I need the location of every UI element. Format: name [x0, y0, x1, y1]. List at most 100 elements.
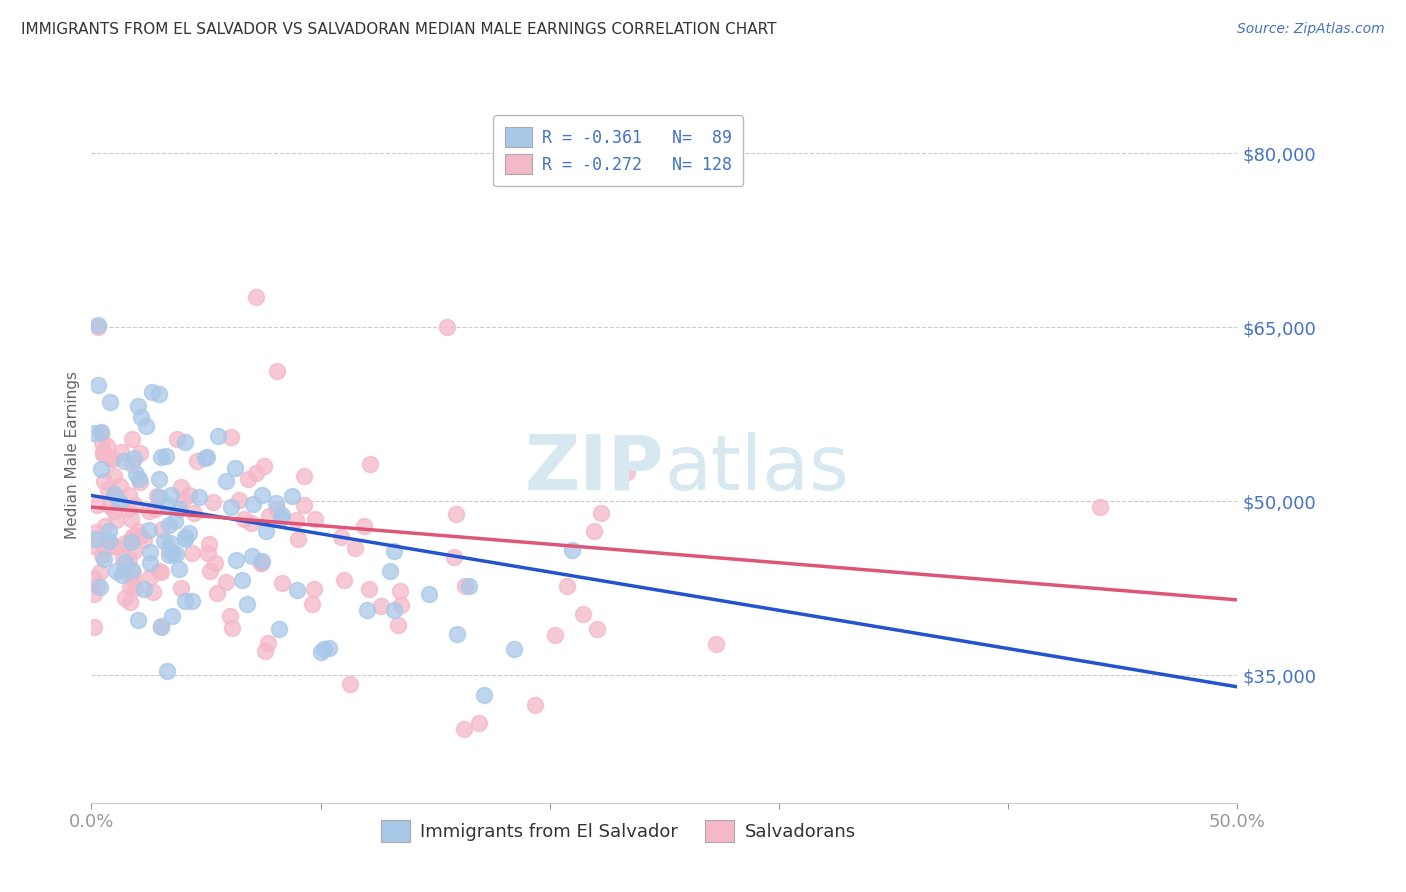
Point	[110, 445, 132, 459]
Point	[93, 552, 115, 566]
Point	[111, 568, 134, 582]
Point	[129, 529, 152, 543]
Point	[166, 547, 188, 561]
Point	[250, 554, 273, 568]
Point	[139, 556, 162, 570]
Point	[177, 488, 200, 502]
Point	[138, 523, 160, 537]
Point	[160, 609, 183, 624]
Point	[128, 475, 150, 489]
Point	[83, 620, 105, 634]
Point	[83, 571, 105, 585]
Point	[142, 585, 165, 599]
Point	[221, 621, 243, 635]
Point	[93, 541, 115, 555]
Point	[89, 565, 111, 579]
Point	[353, 519, 375, 533]
Point	[103, 503, 125, 517]
Point	[120, 511, 142, 525]
Point	[146, 489, 169, 503]
Point	[143, 501, 166, 516]
Point	[198, 564, 221, 578]
Point	[148, 472, 170, 486]
Point	[572, 607, 595, 621]
Point	[156, 664, 179, 678]
Point	[150, 620, 173, 634]
Point	[582, 524, 605, 538]
Point	[187, 490, 209, 504]
Point	[382, 544, 405, 558]
Point	[89, 580, 111, 594]
Point	[215, 475, 238, 489]
Point	[98, 534, 121, 549]
Point	[120, 535, 142, 549]
Point	[157, 518, 180, 533]
Point	[114, 555, 136, 569]
Text: IMMIGRANTS FROM EL SALVADOR VS SALVADORAN MEDIAN MALE EARNINGS CORRELATION CHART: IMMIGRANTS FROM EL SALVADOR VS SALVADORA…	[21, 22, 776, 37]
Point	[194, 450, 217, 465]
Point	[250, 557, 273, 571]
Point	[149, 450, 172, 465]
Point	[257, 636, 280, 650]
Point	[91, 445, 114, 459]
Point	[97, 498, 120, 512]
Point	[166, 432, 188, 446]
Point	[110, 495, 132, 509]
Point	[138, 545, 160, 559]
Point	[183, 506, 205, 520]
Point	[103, 487, 125, 501]
Point	[121, 530, 143, 544]
Point	[152, 522, 174, 536]
Point	[356, 603, 378, 617]
Point	[153, 534, 176, 549]
Point	[125, 467, 148, 481]
Point	[204, 556, 226, 570]
Point	[195, 450, 218, 464]
Point	[269, 623, 291, 637]
Point	[90, 425, 112, 439]
Point	[242, 498, 264, 512]
Point	[135, 418, 157, 433]
Point	[357, 582, 380, 597]
Point	[148, 564, 170, 578]
Point	[207, 429, 229, 443]
Point	[172, 493, 194, 508]
Point	[266, 501, 288, 516]
Point	[155, 449, 177, 463]
Y-axis label: Median Male Earnings: Median Male Earnings	[65, 371, 80, 539]
Point	[103, 468, 125, 483]
Point	[309, 645, 332, 659]
Point	[589, 507, 612, 521]
Point	[127, 524, 149, 539]
Text: Source: ZipAtlas.com: Source: ZipAtlas.com	[1237, 22, 1385, 37]
Point	[111, 552, 134, 566]
Point	[148, 490, 170, 504]
Point	[370, 599, 392, 613]
Point	[304, 512, 326, 526]
Point	[122, 450, 145, 465]
Point	[83, 533, 105, 547]
Point	[134, 533, 156, 547]
Point	[148, 387, 170, 401]
Point	[198, 537, 221, 551]
Point	[225, 553, 247, 567]
Point	[382, 602, 405, 616]
Point	[284, 513, 307, 527]
Point	[215, 574, 238, 589]
Point	[124, 582, 146, 596]
Text: atlas: atlas	[664, 432, 849, 506]
Point	[157, 543, 180, 558]
Point	[83, 425, 105, 440]
Point	[134, 582, 156, 596]
Point	[245, 290, 267, 304]
Point	[128, 446, 150, 460]
Point	[443, 549, 465, 564]
Point	[257, 508, 280, 523]
Point	[121, 563, 143, 577]
Point	[108, 479, 131, 493]
Point	[162, 547, 184, 561]
Point	[114, 536, 136, 550]
Point	[121, 432, 143, 446]
Point	[118, 580, 141, 594]
Point	[93, 475, 115, 489]
